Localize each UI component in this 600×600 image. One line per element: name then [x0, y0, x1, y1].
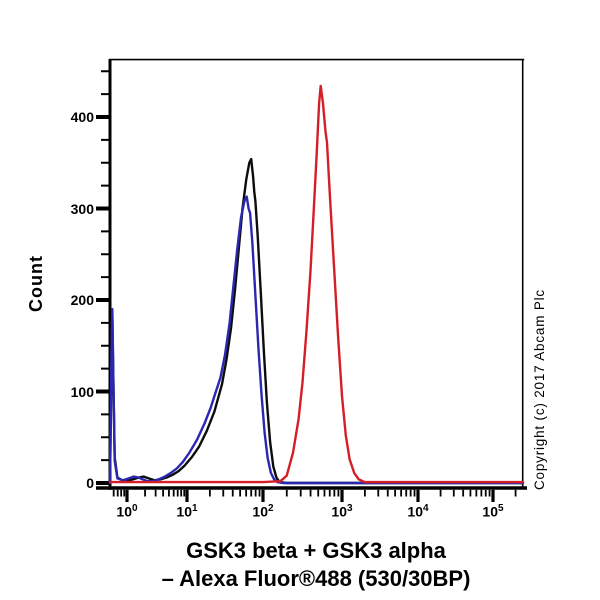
- caption-line-2: – Alexa Fluor®488 (530/30BP): [161, 566, 471, 591]
- y-tick-label: 0: [86, 475, 94, 491]
- caption-line-1: GSK3 beta + GSK3 alpha: [186, 538, 446, 563]
- x-tick-label: 105: [482, 503, 504, 520]
- y-tick-label: 300: [70, 200, 94, 217]
- y-tick-label: 200: [70, 292, 94, 308]
- y-axis-title: Count: [26, 255, 46, 312]
- black-curve: [108, 157, 525, 485]
- red-curve: [108, 84, 525, 484]
- y-tick-label: 400: [70, 109, 94, 125]
- x-tick-label: 103: [331, 503, 353, 520]
- x-tick-label: 104: [407, 503, 429, 520]
- y-tick-label: 100: [70, 383, 94, 400]
- blue-curve: [108, 195, 525, 485]
- copyright-notice: Copyright (c) 2017 Abcam Plc: [532, 289, 547, 490]
- x-tick-label: 102: [252, 503, 274, 520]
- x-tick-label: 101: [176, 503, 198, 520]
- x-axis-caption: GSK3 beta + GSK3 alpha – Alexa Fluor®488…: [32, 537, 600, 593]
- x-tick-label: 100: [116, 503, 138, 520]
